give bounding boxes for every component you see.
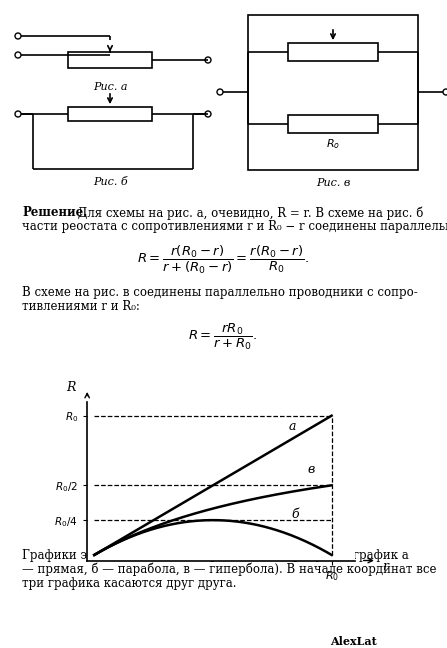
- Text: Для схемы на рис. а, очевидно, R = r. В схеме на рис. б: Для схемы на рис. а, очевидно, R = r. В …: [74, 206, 423, 220]
- Text: AlexLat: AlexLat: [330, 636, 377, 647]
- Text: тивлениями r и R₀:: тивлениями r и R₀:: [22, 300, 140, 313]
- Bar: [288, 43, 378, 61]
- Text: — прямая, б — парабола, в — гипербола). В начале координат все: — прямая, б — парабола, в — гипербола). …: [22, 563, 437, 577]
- Text: $R = \dfrac{rR_0}{r + R_0}.$: $R = \dfrac{rR_0}{r + R_0}.$: [189, 322, 257, 353]
- Text: три графика касаются друг друга.: три графика касаются друг друга.: [22, 577, 236, 590]
- Bar: [68, 52, 152, 68]
- Text: в: в: [307, 463, 314, 476]
- Text: r: r: [382, 561, 388, 573]
- Text: Рис. в: Рис. в: [316, 178, 350, 188]
- Text: $R = \dfrac{r(R_0 - r)}{r + (R_0 - r)} = \dfrac{r(R_0-r)}{R_0}.$: $R = \dfrac{r(R_0 - r)}{r + (R_0 - r)} =…: [137, 244, 309, 276]
- Bar: [68, 107, 152, 121]
- Text: а: а: [288, 421, 296, 434]
- Text: б: б: [291, 507, 299, 520]
- Bar: [248, 15, 418, 170]
- Text: R: R: [67, 381, 76, 394]
- Text: В схеме на рис. в соединены параллельно проводники с сопро-: В схеме на рис. в соединены параллельно …: [22, 286, 418, 299]
- Bar: [288, 115, 378, 133]
- Text: Решение.: Решение.: [22, 206, 87, 219]
- Text: части реостата с сопротивлениями r и R₀ − r соединены параллельно:: части реостата с сопротивлениями r и R₀ …: [22, 220, 447, 233]
- Text: Рис. а: Рис. а: [93, 82, 127, 92]
- Text: $R_o$: $R_o$: [326, 137, 340, 151]
- Text: Графики этих зависимостей приведены на рисунке (график а: Графики этих зависимостей приведены на р…: [22, 549, 409, 562]
- Text: Рис. б: Рис. б: [93, 177, 127, 187]
